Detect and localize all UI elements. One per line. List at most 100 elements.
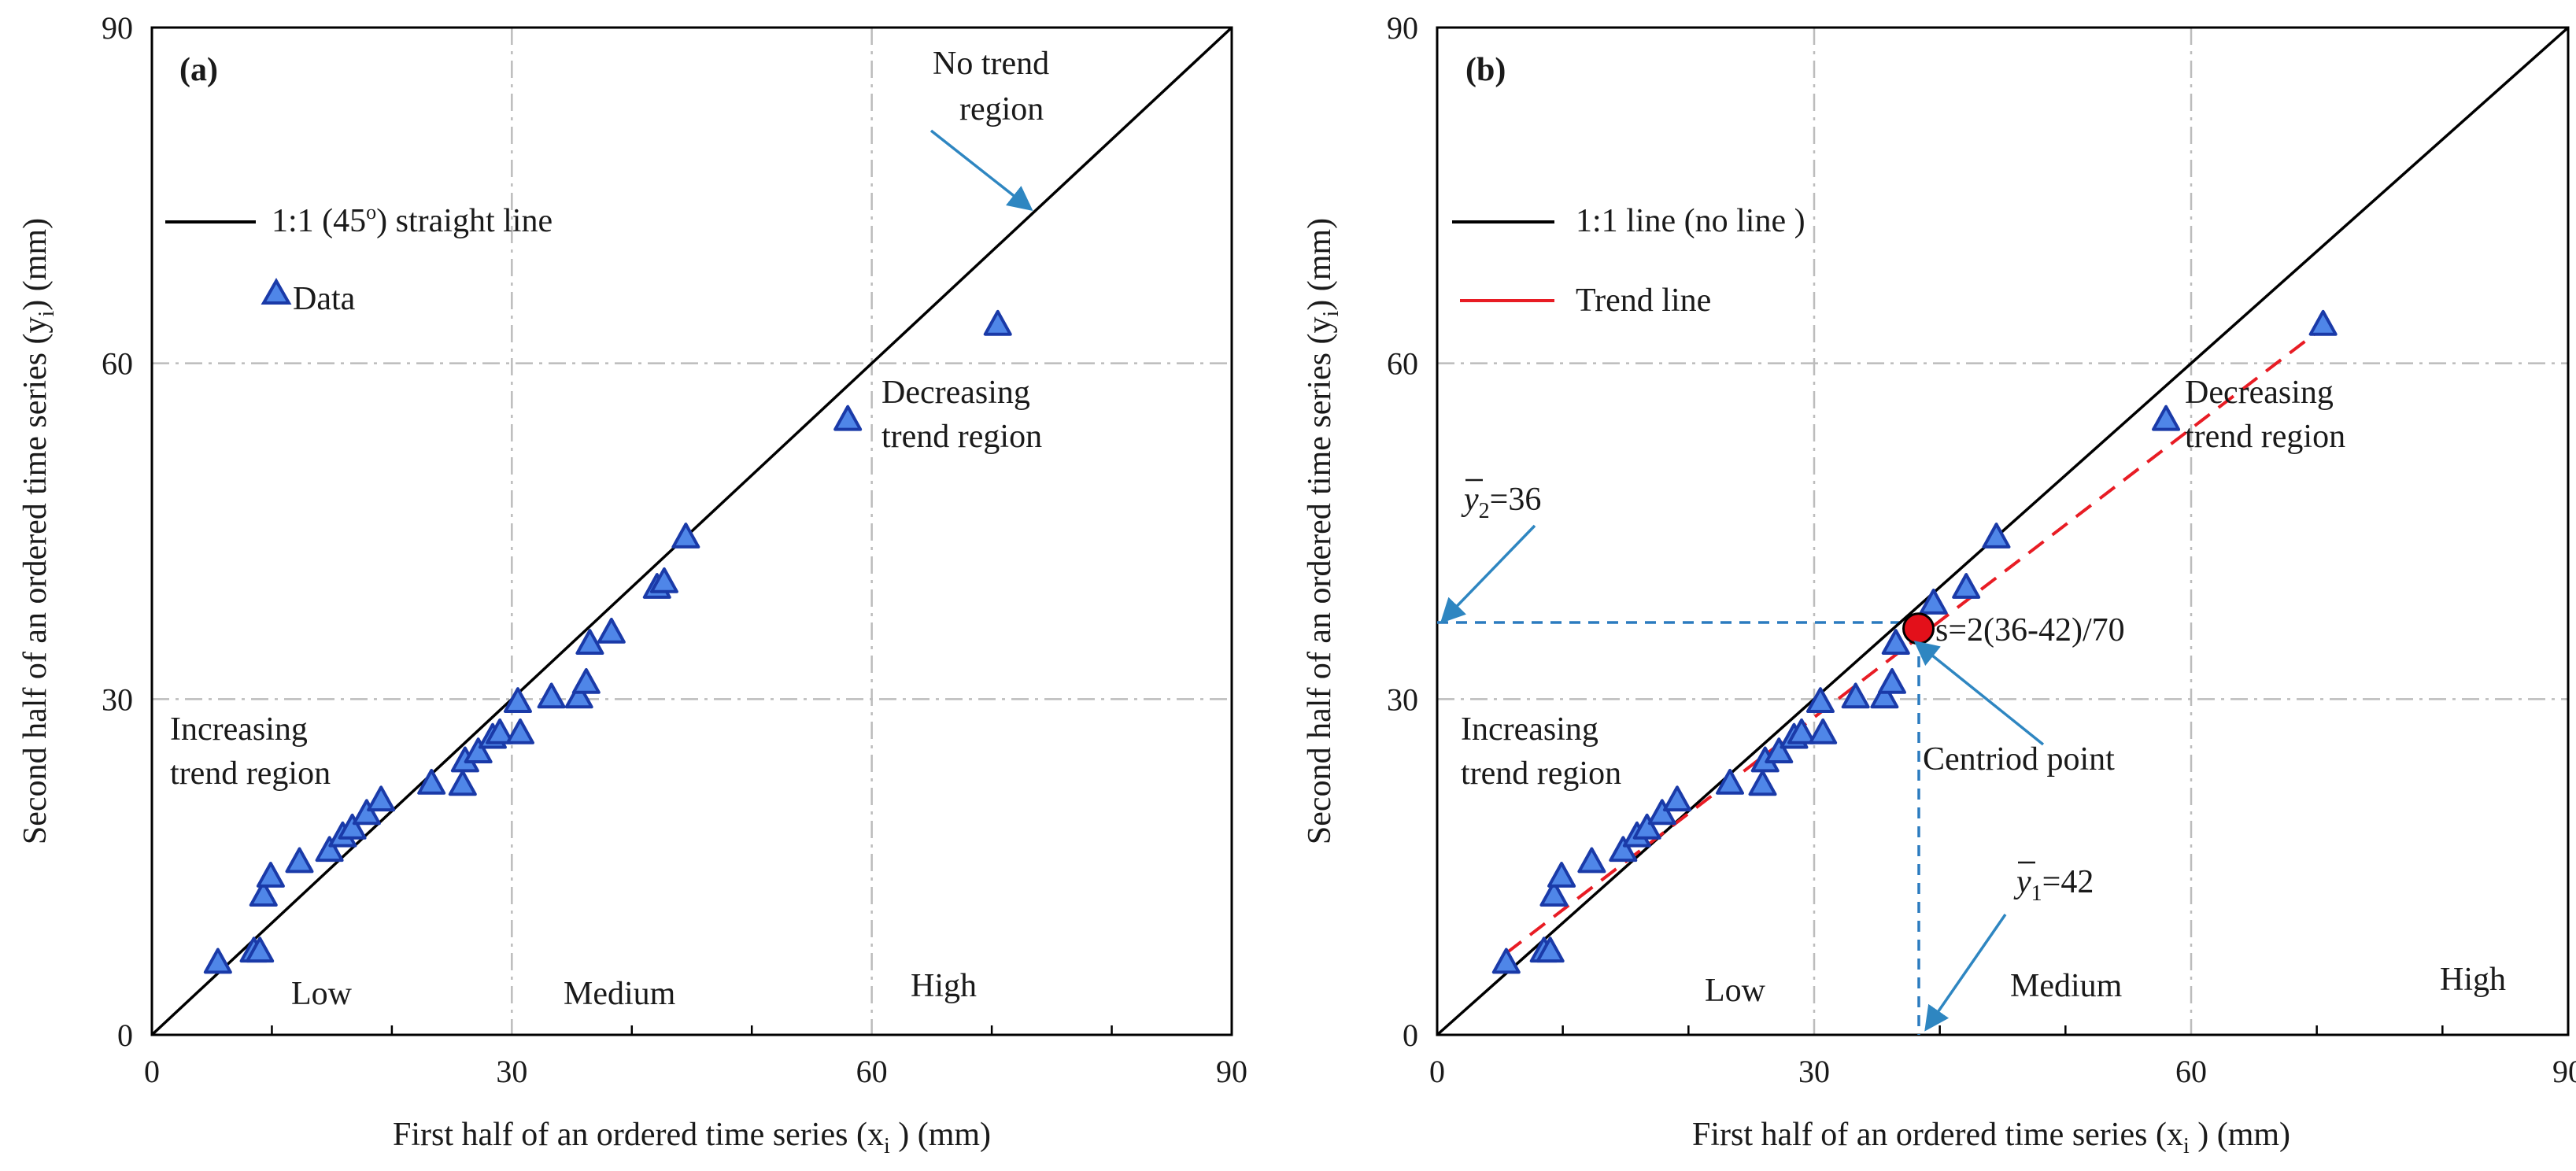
panel-b: 0 30 60 90 0 30 60 90 (b) 1:1 line (no line ) T… [1302,10,2576,1158]
x-axis-label-a: First half of an ordered time series (xi… [393,1117,991,1158]
data-point-b-19 [1841,682,1870,709]
y1-bar-annotation: y1=42 [2013,861,2094,906]
y-tick-label-b-1: 30 [1387,682,1418,717]
y-axis-label-a: Second half of an ordered time series (y… [17,218,59,844]
x-axis-label-b: First half of an ordered time series (xi… [1692,1117,2290,1158]
plot-frame-a [150,26,1233,1036]
medium-label-a: Medium [564,976,676,1012]
data-point-a-16 [486,718,515,744]
ticks-a: 0 30 60 90 0 30 60 90 [102,10,1247,1089]
y-tick-label-a-0: 0 [117,1018,133,1053]
data-point-b-16 [1787,718,1817,744]
centroid-arrow [1913,641,2045,746]
panel-label-b: (b) [1465,52,1506,88]
data-point-b-6 [1609,836,1638,863]
decreasing-label-a-2: trend region [881,419,1042,455]
data-point-b-10 [1662,785,1691,812]
x-tick-label-a-3: 90 [1216,1054,1247,1089]
y-axis-label-b: Second half of an ordered time series (y… [1302,218,1343,844]
legend-data-label-a: Data [293,281,356,317]
y-tick-label-b-0: 0 [1403,1018,1418,1053]
data-point-a-0 [203,948,232,974]
reference-line-a [150,26,1233,1036]
data-point-b-27 [2308,309,2338,336]
data-point-b-24 [1952,573,1981,599]
data-point-a-23 [597,618,626,644]
x-tick-label-a-2: 60 [856,1054,888,1089]
panel-a: 0 30 60 90 0 30 60 90 (a) 1:1 (45o) straight li… [17,10,1247,1158]
data-point-b-5 [1577,847,1606,874]
data-point-a-28 [983,309,1012,336]
increasing-label-a-2: trend region [170,755,331,792]
data-point-b-3 [1539,881,1569,907]
x-tick-label-a-0: 0 [144,1054,160,1089]
y-tick-label-a-2: 60 [102,346,133,382]
no-trend-label-a-2: region [959,91,1044,127]
data-point-a-12 [448,770,477,796]
data-point-a-9 [352,799,381,826]
data-point-b-20 [1870,682,1899,709]
data-points-b [1491,309,2338,974]
decreasing-label-b-1: Decreasing [2185,375,2334,411]
data-points-a [203,309,1012,974]
data-point-b-17 [1805,687,1835,713]
decreasing-label-a-1: Decreasing [881,375,1030,411]
no-trend-arrow-a [930,129,1033,211]
legend-line-label-a: 1:1 (45o) straight line [272,201,553,239]
data-point-b-12 [1748,770,1777,796]
legend-trend-label-b: Trend line [1576,283,1711,319]
data-point-a-21 [571,668,601,694]
plot-frame-b [1436,26,2570,1036]
reference-line-b [1436,26,2570,1036]
increasing-label-a-1: Increasing [170,711,308,748]
data-point-b-11 [1716,769,1745,795]
data-point-a-11 [417,769,446,795]
data-point-b-2 [1536,936,1565,963]
y-tick-label-a-3: 90 [102,10,133,46]
x-tick-label-b-3: 90 [2552,1054,2576,1089]
data-point-b-25 [1982,523,2011,549]
y2-bar-annotation: y2=36 [1461,478,1541,523]
data-point-a-6 [315,836,344,863]
slope-annotation: s=2(36-42)/70 [1935,612,2125,648]
grid-b [1437,28,2568,1035]
data-point-a-26 [671,523,700,549]
x-tick-label-a-1: 30 [496,1054,527,1089]
y1-bar-text: y1=42 [2013,864,2094,906]
y-tick-label-b-2: 60 [1387,346,1418,382]
data-point-a-10 [367,785,396,812]
data-point-b-4 [1547,862,1576,888]
y-tick-label-a-1: 30 [102,682,133,717]
medium-label-b: Medium [2010,968,2123,1004]
data-point-b-0 [1491,948,1521,974]
x-tick-label-b-1: 30 [1798,1054,1830,1089]
data-point-b-14 [1765,737,1794,763]
legend-line-label-b: 1:1 line (no line ) [1576,203,1805,239]
panel-label-a: (a) [179,52,218,88]
legend-marker-swatch-a [261,277,292,305]
y2-bar-text: y2=36 [1461,482,1541,523]
increasing-label-b-1: Increasing [1461,711,1598,748]
data-point-b-18 [1809,718,1838,744]
low-label-b: Low [1705,973,1766,1009]
data-point-b-21 [1877,668,1906,694]
high-label-a: High [911,968,977,1004]
data-point-a-14 [464,737,493,763]
data-point-b-22 [1881,629,1910,656]
decreasing-label-b-2: trend region [2185,419,2345,455]
low-label-a: Low [291,976,353,1012]
x-tick-label-b-0: 0 [1429,1054,1445,1089]
y-tick-label-b-3: 90 [1387,10,1418,46]
data-point-a-22 [575,629,604,656]
ticks-b: 0 30 60 90 0 30 60 90 [1387,10,2576,1089]
data-point-a-8 [338,813,367,840]
data-point-b-23 [1919,589,1948,615]
no-trend-label-a-1: No trend [933,46,1049,82]
data-point-a-18 [506,718,535,744]
data-point-a-17 [503,687,532,713]
data-point-a-3 [249,881,278,907]
grid-a [152,28,1232,1035]
data-point-a-5 [285,847,314,874]
high-label-b: High [2440,962,2506,998]
